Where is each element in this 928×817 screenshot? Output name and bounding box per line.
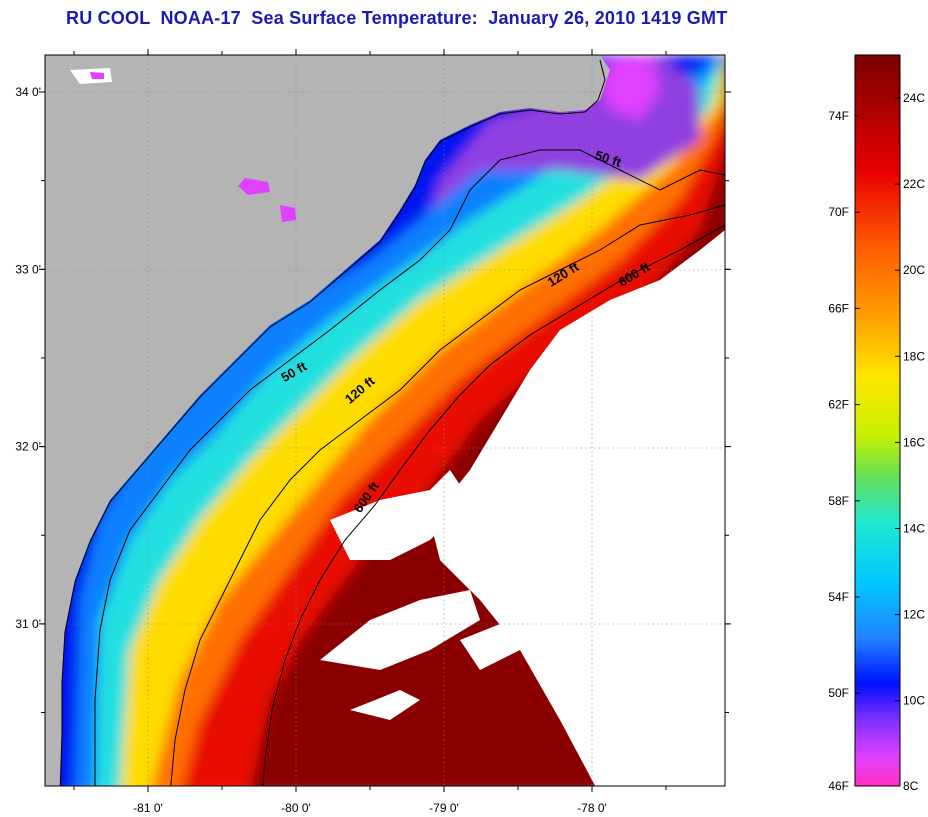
latitude-axis: 34 0' 33 0' 32 0' 31 0' xyxy=(15,85,731,714)
colorbar-f-label: 70F xyxy=(828,205,849,219)
land-mass xyxy=(45,55,610,786)
lat-tick-label: 32 0' xyxy=(15,440,41,454)
colorbar-f-label: 74F xyxy=(828,109,849,123)
lon-tick-label: -79 0' xyxy=(429,801,459,815)
isobath-120ft xyxy=(170,204,725,786)
lat-tick-label: 34 0' xyxy=(15,85,41,99)
isobath-600ft xyxy=(262,224,725,786)
lon-tick-label: -80 0' xyxy=(281,801,311,815)
colorbar-celsius-labels: 24C 22C 20C 18C 16C 14C 12C 10C 8C xyxy=(895,91,925,793)
longitude-axis: -81 0' -80 0' -79 0' -78 0' xyxy=(73,49,667,815)
coastline xyxy=(59,59,606,786)
colorbar-c-label: 14C xyxy=(903,522,925,536)
colorbar-c-label: 20C xyxy=(903,263,925,277)
grid-lines xyxy=(45,55,725,786)
colorbar-f-label: 62F xyxy=(828,398,849,412)
colorbar-c-label: 8C xyxy=(903,779,919,793)
colorbar-f-label: 50F xyxy=(828,686,849,700)
map-title: RU COOL NOAA-17 Sea Surface Temperature:… xyxy=(66,8,728,28)
isobath-50ft xyxy=(94,149,725,786)
colorbar-c-label: 10C xyxy=(903,694,925,708)
colorbar-f-label: 66F xyxy=(828,301,849,315)
colorbar-c-label: 22C xyxy=(903,177,925,191)
colorbar-f-label: 58F xyxy=(828,494,849,508)
colorbar-f-label: 46F xyxy=(828,779,849,793)
colorbar-c-label: 24C xyxy=(903,91,925,105)
colorbar-f-label: 54F xyxy=(828,590,849,604)
colorbar-c-label: 16C xyxy=(903,435,925,449)
colorbar-fahrenheit-labels: 74F 70F 66F 62F 58F 54F 50F 46F xyxy=(828,109,860,793)
cloud-mask xyxy=(320,230,725,786)
lat-tick-label: 33 0' xyxy=(15,262,41,276)
lat-tick-label: 31 0' xyxy=(15,617,41,631)
map-frame xyxy=(44,54,726,787)
colorbar xyxy=(854,54,901,787)
colorbar-c-label: 18C xyxy=(903,349,925,363)
colorbar-c-label: 12C xyxy=(903,608,925,622)
lon-tick-label: -78 0' xyxy=(577,801,607,815)
lon-tick-label: -81 0' xyxy=(133,801,163,815)
